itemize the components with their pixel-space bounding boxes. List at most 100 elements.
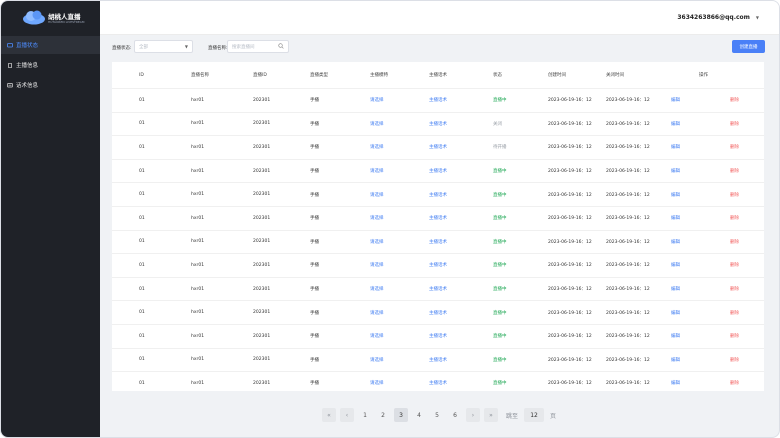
model-select-link[interactable]: 请选择 xyxy=(370,121,384,127)
edit-button[interactable]: 编辑 xyxy=(671,216,680,222)
delete-button[interactable]: 删除 xyxy=(730,263,739,269)
model-select-link[interactable]: 请选择 xyxy=(370,287,384,293)
delete-button[interactable]: 删除 xyxy=(730,357,739,363)
script-link[interactable]: 主播话术 xyxy=(429,263,447,269)
top-bar: 3634263866@qq.com ▼ xyxy=(100,1,779,35)
status-select[interactable]: 全部 ▼ xyxy=(134,40,193,53)
prev-page-button[interactable]: ‹ xyxy=(340,408,354,422)
table-row: 01 hxr01 202301 手播 请选择 主播话术 直播中 2023-06-19-16：1… xyxy=(112,347,764,372)
delete-button[interactable]: 删除 xyxy=(730,145,739,151)
first-page-button[interactable]: « xyxy=(322,408,336,422)
user-menu[interactable]: 3634263866@qq.com ▼ xyxy=(677,14,759,21)
model-select-link[interactable]: 请选择 xyxy=(370,357,384,363)
page-6-button[interactable]: 6 xyxy=(453,411,457,419)
delete-button[interactable]: 删除 xyxy=(730,192,739,198)
edit-button[interactable]: 编辑 xyxy=(671,334,680,340)
search-input[interactable]: 搜索直播间 xyxy=(227,40,289,53)
model-select-link[interactable]: 请选择 xyxy=(370,381,384,387)
delete-button[interactable]: 删除 xyxy=(730,381,739,387)
script-link[interactable]: 主播话术 xyxy=(429,192,447,198)
column-header: 操作 xyxy=(699,73,708,78)
status-badge: 直播中 xyxy=(493,310,507,316)
last-page-button[interactable]: » xyxy=(484,408,498,422)
delete-button[interactable]: 删除 xyxy=(730,239,739,245)
page-5-button[interactable]: 5 xyxy=(435,411,439,419)
edit-button[interactable]: 编辑 xyxy=(671,169,680,175)
model-select-link[interactable]: 请选择 xyxy=(370,310,384,316)
page-2-button[interactable]: 2 xyxy=(381,411,385,419)
next-page-button[interactable]: › xyxy=(466,408,480,422)
cell-live-id: 202301 xyxy=(253,239,271,245)
model-select-link[interactable]: 请选择 xyxy=(370,169,384,175)
script-link[interactable]: 主播话术 xyxy=(429,334,447,340)
cell-type: 手播 xyxy=(310,310,319,316)
sidebar-item-script-info[interactable]: 话术信息 xyxy=(1,76,100,94)
edit-button[interactable]: 编辑 xyxy=(671,98,680,104)
cell-closed: 2023-06-19-16：12 xyxy=(606,310,650,316)
cell-created: 2023-06-19-16：12 xyxy=(548,98,592,104)
cell-type: 手播 xyxy=(310,216,319,222)
edit-button[interactable]: 编辑 xyxy=(671,287,680,293)
script-link[interactable]: 主播话术 xyxy=(429,98,447,104)
delete-button[interactable]: 删除 xyxy=(730,216,739,222)
name-filter-label: 直播名称: xyxy=(208,46,228,51)
model-select-link[interactable]: 请选择 xyxy=(370,192,384,198)
script-link[interactable]: 主播话术 xyxy=(429,310,447,316)
cell-id: 01 xyxy=(139,262,145,268)
chat-icon xyxy=(7,82,13,87)
script-link[interactable]: 主播话术 xyxy=(429,239,447,245)
cell-type: 手播 xyxy=(310,287,319,293)
script-link[interactable]: 主播话术 xyxy=(429,216,447,222)
script-link[interactable]: 主播话术 xyxy=(429,381,447,387)
script-link[interactable]: 主播话术 xyxy=(429,357,447,363)
jump-page-input[interactable]: 12 xyxy=(524,408,545,422)
cell-id: 01 xyxy=(139,192,145,198)
table-row: 01 hxr01 202301 手播 请选择 主播话术 直播中 2023-06-19-16：1… xyxy=(112,229,764,254)
delete-button[interactable]: 删除 xyxy=(730,169,739,175)
edit-button[interactable]: 编辑 xyxy=(671,239,680,245)
page-1-button[interactable]: 1 xyxy=(363,411,367,419)
cell-live-id: 202301 xyxy=(253,215,271,221)
delete-button[interactable]: 删除 xyxy=(730,98,739,104)
cell-id: 01 xyxy=(139,168,145,174)
model-select-link[interactable]: 请选择 xyxy=(370,334,384,340)
delete-button[interactable]: 删除 xyxy=(730,310,739,316)
edit-button[interactable]: 编辑 xyxy=(671,263,680,269)
script-link[interactable]: 主播话术 xyxy=(429,121,447,127)
page-4-button[interactable]: 4 xyxy=(417,411,421,419)
model-select-link[interactable]: 请选择 xyxy=(370,216,384,222)
model-select-link[interactable]: 请选择 xyxy=(370,239,384,245)
script-link[interactable]: 主播话术 xyxy=(429,145,447,151)
sidebar-item-live-status[interactable]: 直播状态 xyxy=(1,36,100,54)
edit-button[interactable]: 编辑 xyxy=(671,357,680,363)
cell-name: hxr01 xyxy=(191,215,205,221)
delete-button[interactable]: 删除 xyxy=(730,121,739,127)
status-select-value: 全部 xyxy=(139,45,148,50)
delete-button[interactable]: 删除 xyxy=(730,334,739,340)
model-select-link[interactable]: 请选择 xyxy=(370,145,384,151)
sidebar-item-label: 话术信息 xyxy=(16,83,39,89)
delete-button[interactable]: 删除 xyxy=(730,287,739,293)
edit-button[interactable]: 编辑 xyxy=(671,121,680,127)
cell-closed: 2023-06-19-16：12 xyxy=(606,287,650,293)
edit-button[interactable]: 编辑 xyxy=(671,145,680,151)
sidebar-item-anchor-info[interactable]: 主播信息 xyxy=(1,56,100,74)
user-email: 3634263866@qq.com xyxy=(677,14,750,21)
edit-button[interactable]: 编辑 xyxy=(671,381,680,387)
cell-live-id: 202301 xyxy=(253,168,271,174)
page-3-button[interactable]: 3 xyxy=(394,408,408,422)
cell-name: hxr01 xyxy=(191,357,205,363)
cell-closed: 2023-06-19-16：12 xyxy=(606,98,650,104)
script-link[interactable]: 主播话术 xyxy=(429,169,447,175)
model-select-link[interactable]: 请选择 xyxy=(370,263,384,269)
cell-id: 01 xyxy=(139,215,145,221)
sidebar-item-label: 直播状态 xyxy=(16,43,39,49)
model-select-link[interactable]: 请选择 xyxy=(370,98,384,104)
edit-button[interactable]: 编辑 xyxy=(671,310,680,316)
script-link[interactable]: 主播话术 xyxy=(429,287,447,293)
cell-live-id: 202301 xyxy=(253,262,271,268)
create-live-button[interactable]: 创建直播 xyxy=(732,40,765,53)
cell-type: 手播 xyxy=(310,263,319,269)
edit-button[interactable]: 编辑 xyxy=(671,192,680,198)
